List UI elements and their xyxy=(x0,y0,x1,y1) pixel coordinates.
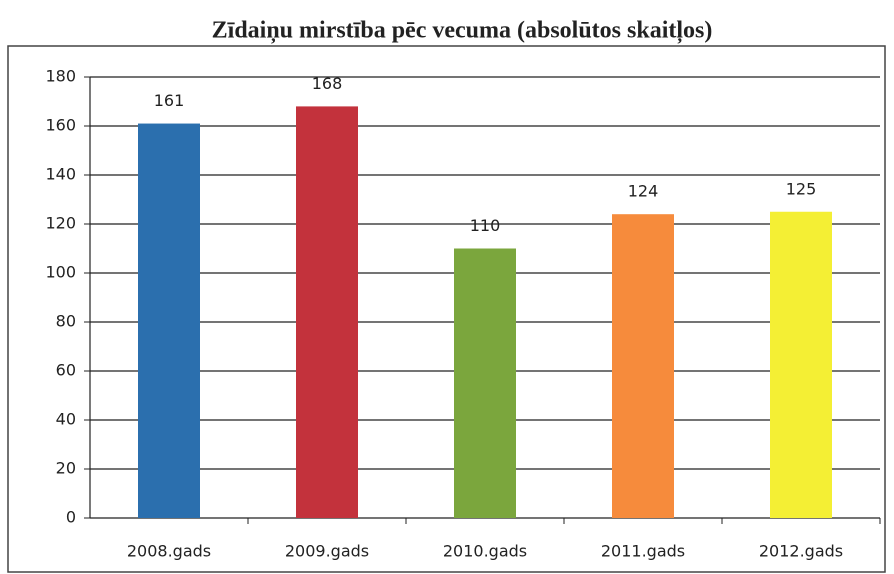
x-tick-label: 2010.gads xyxy=(443,542,527,561)
bar xyxy=(296,106,358,519)
data-label: 168 xyxy=(312,74,343,93)
y-tick-label: 20 xyxy=(56,459,76,478)
y-tick-label: 60 xyxy=(56,361,76,380)
x-tick-label: 2011.gads xyxy=(601,542,685,561)
y-tick-label: 100 xyxy=(45,263,76,282)
data-label: 124 xyxy=(628,182,659,201)
chart-title: Zīdaiņu mirstība pēc vecuma (absolūtos s… xyxy=(212,18,713,45)
data-label: 110 xyxy=(470,216,501,235)
data-label: 125 xyxy=(786,179,817,198)
y-tick-label: 40 xyxy=(56,410,76,429)
bar xyxy=(612,214,674,518)
y-tick-label: 120 xyxy=(45,214,76,233)
y-tick-label: 140 xyxy=(45,165,76,184)
x-tick-label: 2009.gads xyxy=(285,542,369,561)
x-tick-label: 2012.gads xyxy=(759,542,843,561)
y-tick-label: 180 xyxy=(45,67,76,86)
bar xyxy=(770,211,832,518)
bar xyxy=(138,123,200,519)
bar xyxy=(454,248,516,518)
x-tick-label: 2008.gads xyxy=(127,542,211,561)
y-tick-label: 0 xyxy=(66,508,76,527)
data-label: 161 xyxy=(154,91,185,110)
y-tick-label: 80 xyxy=(56,312,76,331)
y-tick-label: 160 xyxy=(45,116,76,135)
